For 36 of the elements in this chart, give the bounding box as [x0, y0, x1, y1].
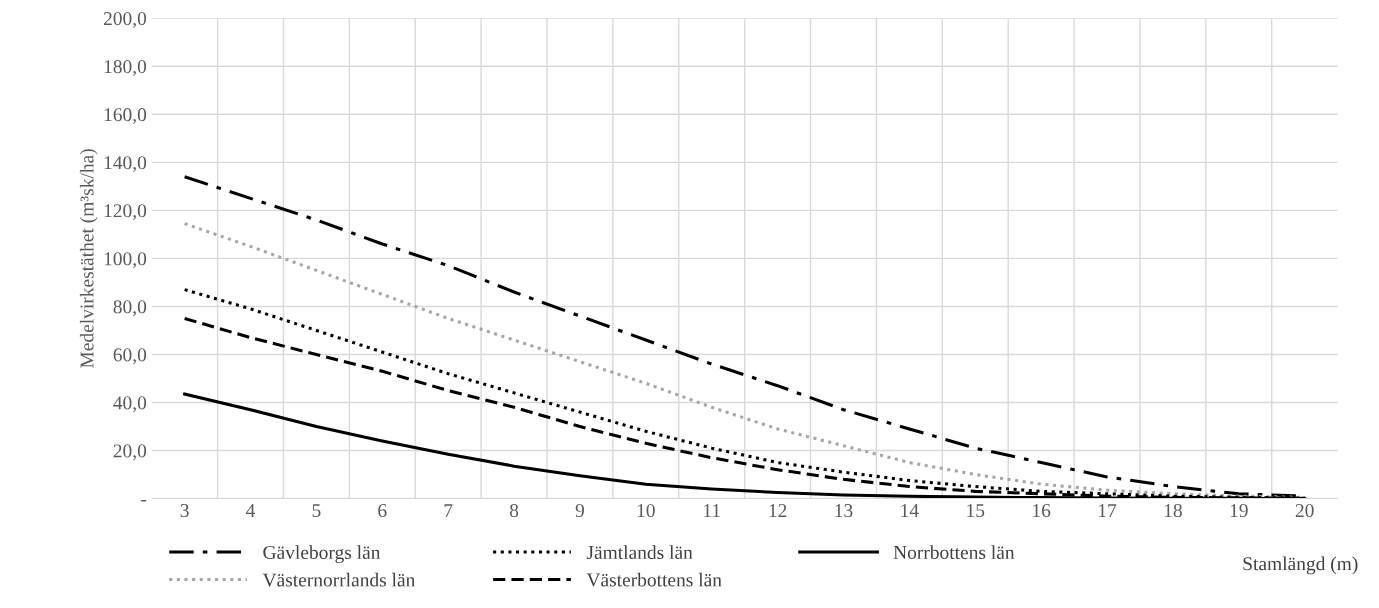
x-tick-label: 13: [835, 504, 853, 518]
x-tick-label: 8: [509, 503, 519, 518]
legend-label: Norrbottens län: [893, 545, 1015, 560]
x-tick-label: 10: [637, 503, 655, 518]
x-tick-label: 3: [180, 504, 189, 518]
y-tick-label: 120,0: [104, 204, 147, 221]
legend-label: Västerbottens län: [586, 572, 722, 587]
x-tick-label: 7: [444, 504, 453, 517]
y-tick-label: 60,0: [113, 348, 147, 365]
y-tick-label: 180,0: [104, 60, 147, 77]
x-tick-label: 9: [575, 504, 585, 518]
x-tick-label: 20: [1295, 503, 1314, 518]
x-tick-label: 17: [1099, 504, 1117, 517]
x-tick-label: 5: [312, 504, 321, 518]
x-tick-label: 4: [246, 504, 256, 517]
y-tick-label: 100,0: [104, 252, 147, 269]
y-tick-label: 160,0: [104, 108, 147, 125]
y-tick-label: 20,0: [113, 444, 147, 461]
x-tick-label: 6: [378, 504, 387, 518]
y-tick-label: 140,0: [104, 156, 147, 173]
x-tick-label: 14: [901, 504, 919, 517]
legend-label: Västernorrlands län: [262, 572, 416, 587]
y-tick-label: -: [141, 500, 147, 502]
y-tick-label: 80,0: [113, 300, 147, 317]
x-tick-label: 11: [704, 504, 720, 517]
x-tick-label: 18: [1164, 503, 1182, 518]
legend-label: Jämtlands län: [586, 545, 693, 560]
x-tick-label: 12: [769, 504, 787, 517]
x-tick-label: 16: [1033, 504, 1051, 518]
x-tick-label: 19: [1230, 504, 1248, 518]
y-tick-label: 40,0: [113, 396, 147, 413]
legend-label: Gävleborgs län: [263, 545, 381, 564]
x-tick-label: 15: [967, 504, 985, 518]
y-axis-title: Medelvirkestäthet (m³sk/ha): [79, 149, 98, 368]
x-axis-title: Stamlängd (m): [1243, 556, 1358, 575]
y-tick-label: 200,0: [103, 12, 147, 28]
